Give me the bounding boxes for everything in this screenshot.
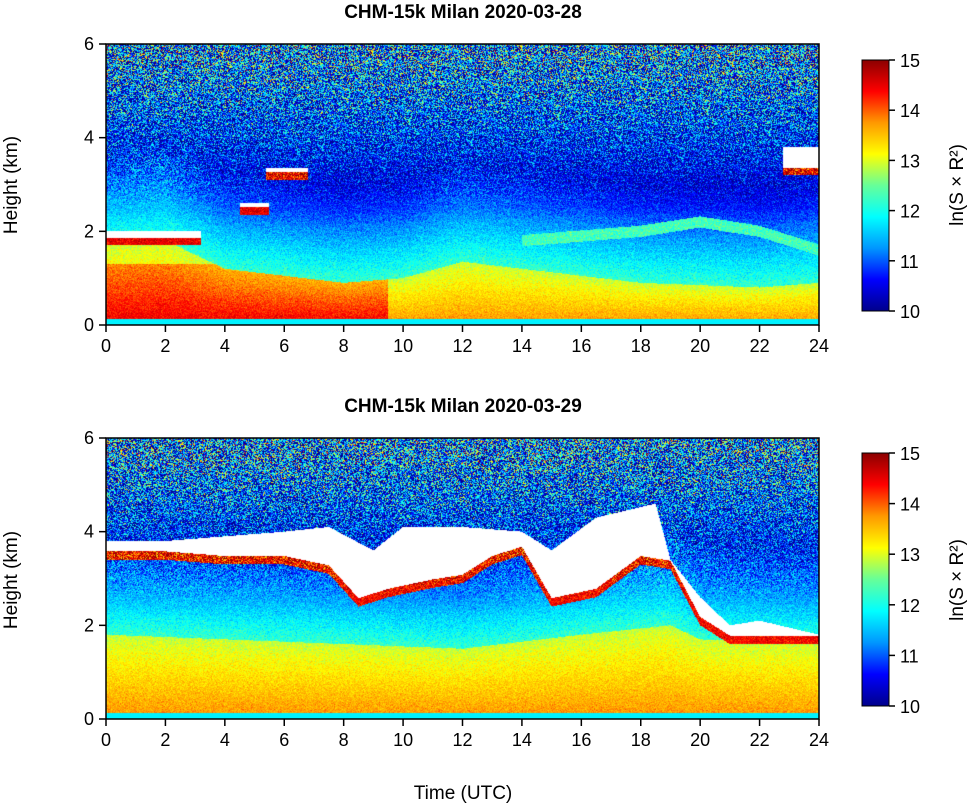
chart-panel-2: CHM-15k Milan 2020-03-29 0 2 4 6 8 10 12 14 16 18… [1,396,968,804]
y-tick-label: 0 [84,709,94,729]
colorbar-ticks-2: 10 11 12 13 14 15 [889,444,920,717]
y-tick-label: 4 [84,522,94,542]
colorbar-tick-label: 11 [900,646,919,666]
chart-title-2: CHM-15k Milan 2020-03-29 [344,396,582,417]
colorbar-ticks-1: 10 11 12 13 14 15 [889,51,920,322]
colorbar-1: 10 11 12 13 14 15 ln(S × R²) [861,51,968,322]
x-tick-label: 10 [393,336,413,356]
colorbar-tick-label: 13 [900,151,920,171]
y-axis-2: 0 2 4 6 [84,428,106,729]
colorbar-label-1: ln(S × R²) [947,144,968,226]
y-tick-label: 2 [84,615,94,635]
colorbar-tick-label: 10 [900,302,920,322]
y-axis-1: 0 2 4 6 [84,34,106,335]
x-axis-2: 0 2 4 6 8 10 12 14 16 18 20 22 24 [101,719,829,750]
x-axis-label: Time (UTC) [414,783,513,804]
x-axis-1: 0 2 4 6 8 10 12 14 16 18 20 22 24 [101,325,829,356]
chart-title-1: CHM-15k Milan 2020-03-28 [344,2,582,23]
colorbar-tick-label: 10 [900,697,920,717]
plot-area-1 [105,43,820,326]
y-axis-label-1: Height (km) [1,136,22,234]
x-tick-label: 6 [279,730,289,750]
heatmap-image-1 [106,44,819,325]
colorbar-tick-label: 11 [900,252,919,272]
colorbar-tick-label: 13 [900,545,920,565]
y-tick-label: 6 [84,428,94,448]
x-tick-label: 20 [690,730,710,750]
x-tick-label: 12 [452,336,472,356]
colorbar-gradient-2 [861,452,890,707]
x-tick-label: 16 [571,730,591,750]
x-tick-label: 8 [339,336,349,356]
x-tick-label: 12 [452,730,472,750]
x-tick-label: 14 [512,730,532,750]
x-tick-label: 6 [279,336,289,356]
x-tick-label: 20 [690,336,710,356]
y-tick-label: 0 [84,315,94,335]
x-tick-label: 24 [809,730,829,750]
x-tick-label: 24 [809,336,829,356]
heatmap-image-2 [106,438,819,719]
colorbar-tick-label: 15 [900,444,920,464]
x-tick-label: 22 [750,730,770,750]
x-tick-label: 2 [160,730,170,750]
x-tick-label: 4 [220,336,230,356]
x-tick-label: 4 [220,730,230,750]
x-tick-label: 18 [631,730,651,750]
x-tick-label: 0 [101,730,111,750]
x-tick-label: 16 [571,336,591,356]
chart-panel-1: CHM-15k Milan 2020-03-28 0 2 4 6 8 10 12 14 16 18… [1,2,968,356]
x-tick-label: 18 [631,336,651,356]
colorbar-tick-label: 12 [900,596,920,616]
x-tick-label: 2 [160,336,170,356]
y-tick-label: 2 [84,221,94,241]
colorbar-tick-label: 14 [900,101,920,121]
plot-area-2 [105,437,820,720]
y-axis-label-2: Height (km) [1,531,22,629]
colorbar-2: 10 11 12 13 14 15 ln(S × R²) [861,444,968,717]
x-tick-label: 14 [512,336,532,356]
colorbar-tick-label: 14 [900,495,920,515]
y-tick-label: 6 [84,34,94,54]
x-tick-label: 8 [339,730,349,750]
colorbar-tick-label: 12 [900,202,920,222]
x-tick-label: 0 [101,336,111,356]
y-tick-label: 4 [84,128,94,148]
colorbar-label-2: ln(S × R²) [947,539,968,621]
colorbar-tick-label: 15 [900,51,920,71]
colorbar-gradient-1 [861,59,890,312]
x-tick-label: 22 [750,336,770,356]
x-tick-label: 10 [393,730,413,750]
